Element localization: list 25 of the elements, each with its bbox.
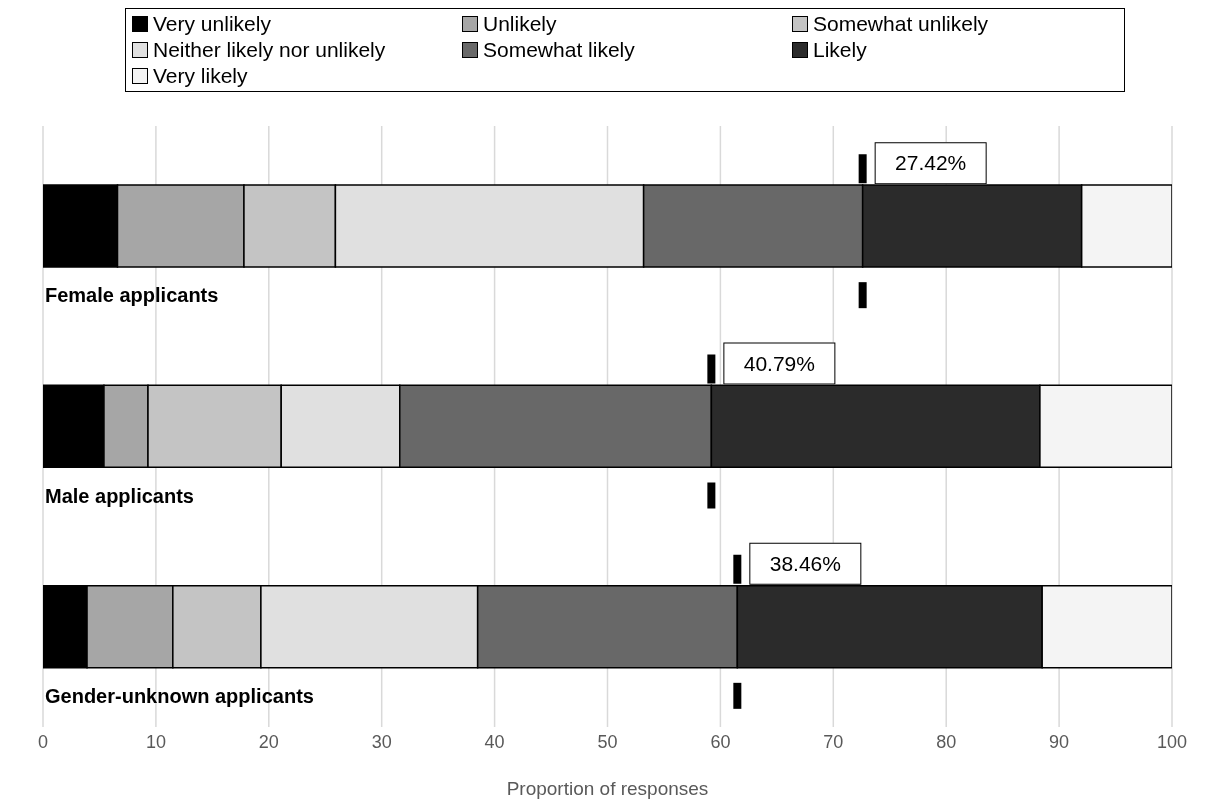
legend-label: Very unlikely bbox=[153, 11, 271, 37]
y-tick-label: Gender-unknown applicants bbox=[45, 684, 314, 707]
legend-label: Likely bbox=[813, 37, 867, 63]
annotation: 38.46% bbox=[769, 551, 841, 575]
x-tick-label: 20 bbox=[258, 731, 279, 752]
legend-label: Very likely bbox=[153, 63, 248, 89]
x-tick-label: 100 bbox=[1156, 731, 1188, 752]
x-tick-label: 0 bbox=[37, 731, 49, 752]
y-tick-label: Male applicants bbox=[45, 484, 194, 507]
x-tick-label: 80 bbox=[936, 731, 957, 752]
legend-label: Unlikely bbox=[483, 11, 557, 37]
x-tick-label: 90 bbox=[1049, 731, 1070, 752]
annotation: 27.42% bbox=[895, 151, 967, 175]
y-tick-label: Female applicants bbox=[45, 284, 219, 307]
x-tick-label: 60 bbox=[710, 731, 731, 752]
x-tick-label: 10 bbox=[145, 731, 166, 752]
x-tick-label: 40 bbox=[484, 731, 505, 752]
x-tick-label: 30 bbox=[371, 731, 392, 752]
x-axis-title: Proportion of responses bbox=[506, 778, 709, 799]
annotation: 40.79% bbox=[743, 351, 815, 375]
legend-label: Somewhat unlikely bbox=[813, 11, 989, 37]
x-tick-label: 70 bbox=[823, 731, 844, 752]
legend-label: Somewhat likely bbox=[483, 37, 635, 63]
legend-label: Neither likely nor unlikely bbox=[153, 37, 386, 63]
x-tick-label: 50 bbox=[597, 731, 618, 752]
